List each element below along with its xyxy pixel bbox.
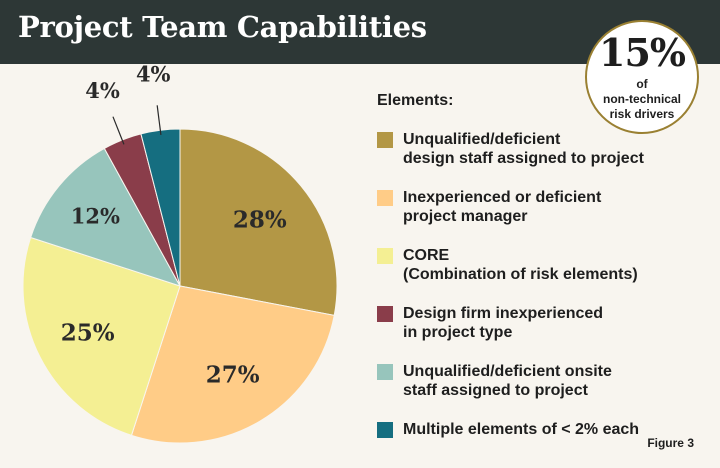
legend-swatch (377, 190, 393, 206)
legend-label: Unqualified/deficient onsite staff assig… (403, 363, 612, 399)
pie-slice (179, 128, 338, 317)
badge-text-line: of (636, 77, 648, 91)
pie-data-label: 4% (85, 78, 120, 103)
pie-data-label: 4% (136, 64, 171, 87)
pie-leader-line (156, 105, 162, 135)
header-bar: Project Team Capabilities (0, 0, 720, 64)
legend-item: Unqualified/deficient onsite staff assig… (377, 362, 697, 400)
pie-slice (130, 285, 335, 444)
legend-swatch (377, 364, 393, 380)
legend-item: Inexperienced or deficient project manag… (377, 188, 697, 226)
legend-label: CORE (Combination of risk elements) (403, 247, 638, 283)
page-title: Project Team Capabilities (18, 10, 427, 44)
legend-swatch (377, 248, 393, 264)
legend-item: Design firm inexperienced in project typ… (377, 304, 697, 342)
legend-label: Multiple elements of < 2% each (403, 421, 640, 438)
legend-swatch (377, 422, 393, 438)
legend-item: Unqualified/deficient design staff assig… (377, 130, 697, 168)
pie-chart: 28% 27% 25% 12% 4% 4% (22, 64, 338, 444)
legend-title: Elements: (377, 92, 454, 109)
figure-label: Figure 3 (647, 436, 694, 450)
legend-label: Design firm inexperienced in project typ… (403, 305, 604, 341)
legend-label: Unqualified/deficient design staff assig… (403, 131, 644, 167)
badge-text-line: risk drivers (609, 107, 675, 121)
legend-swatch (377, 132, 393, 148)
legend-swatch (377, 306, 393, 322)
pie-data-label: 28% (233, 206, 287, 233)
badge-text-line: non-technical (602, 92, 681, 106)
badge-value: 15% (599, 30, 686, 75)
legend: Elements: Unqualified/deficient design s… (377, 92, 697, 459)
pie-data-label: 12% (71, 203, 120, 228)
legend-label: Inexperienced or deficient project manag… (403, 189, 602, 225)
pie-data-label: 25% (61, 320, 115, 347)
legend-item: CORE (Combination of risk elements) (377, 246, 697, 284)
badge-text: of non-technical risk drivers (593, 77, 691, 122)
pie-data-label: 27% (206, 362, 260, 389)
legend-item: Multiple elements of < 2% each (377, 420, 697, 439)
pie-slice (30, 147, 182, 287)
pie-leader-line (112, 116, 125, 145)
stat-badge: 15% of non-technical risk drivers (585, 20, 699, 134)
pie-slice (22, 236, 181, 436)
